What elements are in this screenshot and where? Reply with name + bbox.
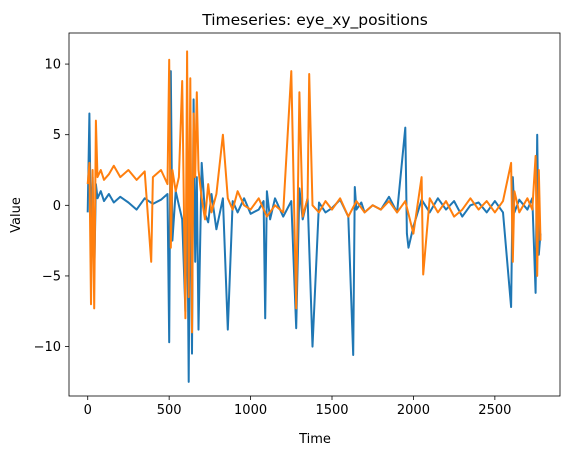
y-tick-label: 0 xyxy=(53,199,61,214)
chart-title: Timeseries: eye_xy_positions xyxy=(201,11,428,30)
x-tick-label: 1000 xyxy=(234,403,267,418)
x-tick-label: 2500 xyxy=(478,403,511,418)
y-tick-label: −10 xyxy=(34,340,61,355)
plot-frame xyxy=(68,32,561,397)
y-tick-label: 5 xyxy=(53,128,61,143)
x-axis-label: Time xyxy=(298,432,331,447)
x-tick-label: 1500 xyxy=(315,403,348,418)
x-tick-label: 2000 xyxy=(397,403,430,418)
series-line-1 xyxy=(86,70,542,383)
series-line-2 xyxy=(86,50,542,334)
x-tick-label: 0 xyxy=(84,403,92,418)
y-tick-label: −5 xyxy=(42,269,61,284)
x-tick-label: 500 xyxy=(157,403,182,418)
y-tick-label: 10 xyxy=(44,58,61,73)
x-axis: 0 500 1000 1500 2000 2500 xyxy=(84,396,511,418)
y-axis: −10 −5 0 5 10 xyxy=(34,58,69,355)
y-axis-label: Value xyxy=(9,197,24,233)
series-layer xyxy=(86,50,542,383)
